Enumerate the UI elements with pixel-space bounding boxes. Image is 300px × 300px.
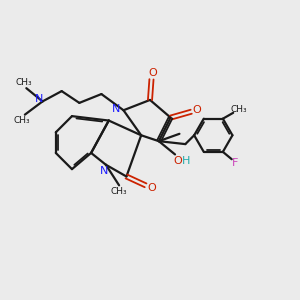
Text: N: N [35, 94, 43, 104]
Text: N: N [112, 104, 120, 114]
Text: CH₃: CH₃ [14, 116, 30, 125]
Text: F: F [232, 158, 239, 168]
Text: O: O [148, 68, 157, 78]
Text: O: O [193, 105, 202, 115]
Text: O: O [173, 156, 182, 166]
Text: O: O [148, 183, 156, 193]
Text: CH₃: CH₃ [231, 105, 248, 114]
Text: H: H [182, 156, 190, 166]
Text: N: N [100, 166, 109, 176]
Text: CH₃: CH₃ [111, 187, 128, 196]
Text: CH₃: CH₃ [15, 78, 32, 87]
